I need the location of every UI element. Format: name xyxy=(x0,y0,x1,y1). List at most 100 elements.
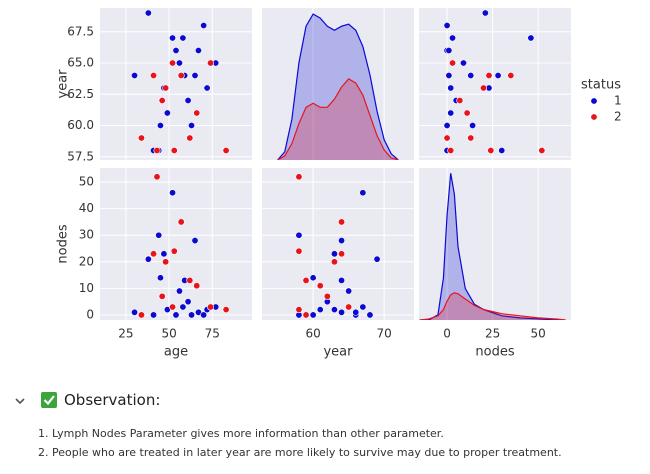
panel-background xyxy=(419,168,571,320)
point xyxy=(359,189,367,197)
panel-background xyxy=(262,168,414,320)
point xyxy=(203,84,211,92)
y-tick-label: 62.5 xyxy=(67,87,94,101)
point xyxy=(295,173,303,181)
point xyxy=(177,72,185,80)
point xyxy=(447,109,455,117)
point xyxy=(295,306,303,314)
point xyxy=(162,258,170,266)
point xyxy=(156,122,164,130)
point xyxy=(194,46,202,54)
plot-area xyxy=(131,9,230,155)
point xyxy=(158,97,166,105)
point xyxy=(494,72,502,80)
point xyxy=(316,282,324,290)
point xyxy=(150,250,158,258)
point xyxy=(150,311,158,319)
point xyxy=(295,247,303,255)
density-area xyxy=(277,14,399,160)
point xyxy=(338,276,346,284)
point xyxy=(487,147,495,155)
point xyxy=(186,276,194,284)
point xyxy=(447,147,455,155)
point xyxy=(144,9,152,17)
y-tick-label: 10 xyxy=(79,281,94,295)
point xyxy=(359,303,367,311)
panel-background xyxy=(100,168,252,320)
legend-title: status xyxy=(581,78,621,93)
y-tick-label: 60.0 xyxy=(67,118,94,132)
point xyxy=(207,59,215,67)
point xyxy=(302,276,310,284)
plot-area xyxy=(419,173,566,320)
y-tick-label: 57.5 xyxy=(67,149,94,163)
point xyxy=(169,189,177,197)
point xyxy=(527,34,535,42)
point xyxy=(330,250,338,258)
point xyxy=(153,147,161,155)
point xyxy=(155,231,163,239)
point xyxy=(302,311,310,319)
point xyxy=(170,147,178,155)
point xyxy=(463,109,471,117)
point xyxy=(191,237,199,245)
point xyxy=(207,303,215,311)
point xyxy=(295,231,303,239)
x-tick-label: 0 xyxy=(443,327,451,341)
point xyxy=(316,306,324,314)
point xyxy=(323,292,331,300)
panel-background xyxy=(262,8,414,160)
point xyxy=(330,258,338,266)
x-tick-label: 60 xyxy=(305,327,320,341)
point xyxy=(170,247,178,255)
point xyxy=(188,311,196,319)
point xyxy=(156,274,164,282)
x-tick-label: 75 xyxy=(205,327,220,341)
point xyxy=(169,303,177,311)
point xyxy=(162,84,170,92)
point xyxy=(449,59,457,67)
point xyxy=(137,311,145,319)
point xyxy=(373,255,381,263)
point xyxy=(163,109,171,117)
point xyxy=(443,134,451,142)
observation-item: 2. People who are treated in later year … xyxy=(38,446,562,459)
point xyxy=(309,311,317,319)
y-axis-label: nodes xyxy=(56,224,71,263)
collapse-chevron[interactable] xyxy=(15,398,25,405)
point xyxy=(467,134,475,142)
point xyxy=(459,59,467,67)
icons xyxy=(15,392,57,408)
x-axis-label: year xyxy=(323,345,353,360)
panel-background xyxy=(419,8,571,160)
point xyxy=(169,34,177,42)
point xyxy=(485,72,493,80)
x-axis-label: age xyxy=(164,345,188,360)
legend-marker xyxy=(590,113,598,121)
density-line xyxy=(277,78,399,160)
point xyxy=(538,147,546,155)
point xyxy=(131,308,139,316)
check-box xyxy=(41,392,57,408)
density-area xyxy=(419,173,566,320)
point xyxy=(445,72,453,80)
point xyxy=(330,306,338,314)
density-area xyxy=(419,292,566,320)
legend-label: 2 xyxy=(614,110,622,124)
point xyxy=(175,59,183,67)
point xyxy=(191,72,199,80)
point xyxy=(179,303,187,311)
x-tick-label: 70 xyxy=(377,327,392,341)
density-area xyxy=(277,78,399,160)
point xyxy=(338,218,346,226)
x-tick-label: 25 xyxy=(118,327,133,341)
point xyxy=(345,303,353,311)
point xyxy=(150,72,158,80)
point xyxy=(447,84,455,92)
density-line xyxy=(419,292,566,320)
point xyxy=(169,59,177,67)
point xyxy=(172,311,180,319)
point xyxy=(200,311,208,319)
